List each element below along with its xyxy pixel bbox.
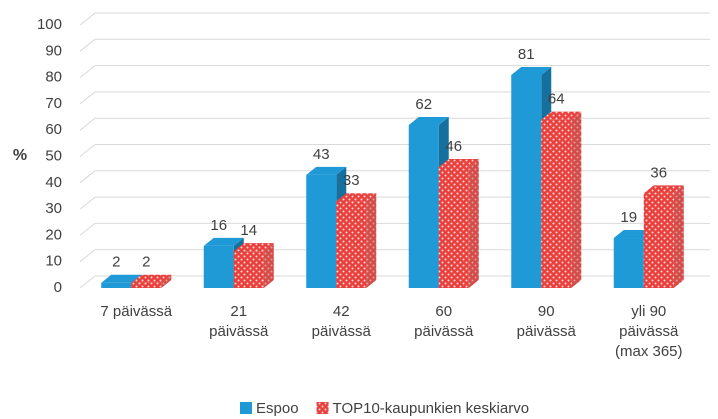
bar-face <box>336 201 367 288</box>
bar-face <box>643 193 674 288</box>
bar-face <box>263 243 274 288</box>
bar-face <box>131 282 162 288</box>
grid-line <box>79 144 710 157</box>
bar-face <box>161 274 172 288</box>
bar-face <box>571 111 582 289</box>
bar-face <box>161 274 172 288</box>
bar-face <box>366 193 377 288</box>
y-tick-label: 70 <box>45 95 62 112</box>
data-label: 36 <box>650 164 667 181</box>
bar-face <box>541 111 582 120</box>
bar <box>643 185 684 288</box>
bar-face <box>408 116 449 125</box>
bar-face <box>541 119 572 289</box>
y-tick-label: 80 <box>45 69 62 86</box>
bar <box>438 159 479 288</box>
x-tick-label: 21 päivässä <box>209 303 269 340</box>
data-label: 62 <box>415 96 432 113</box>
bar-face <box>511 66 552 75</box>
bar-face <box>468 159 479 288</box>
bar-face <box>673 185 684 288</box>
bar-face <box>336 193 377 202</box>
bar-face <box>408 124 439 288</box>
y-axis-label: % <box>13 147 27 164</box>
y-tick-label: 20 <box>45 226 62 243</box>
grid-line <box>79 38 710 52</box>
bar-face <box>366 193 377 288</box>
bar <box>233 243 274 288</box>
data-label: 2 <box>112 254 120 271</box>
grid-line <box>79 170 710 184</box>
legend-swatch <box>316 402 329 414</box>
bar <box>131 274 172 288</box>
data-label: 33 <box>343 172 360 189</box>
bar-face <box>673 185 684 288</box>
bar-face <box>438 159 479 168</box>
y-tick-label: 0 <box>54 279 62 296</box>
legend-label: Espoo <box>256 400 299 417</box>
bar <box>336 193 377 288</box>
x-tick-label: yli 90 päivässä (max 365) <box>615 303 683 360</box>
bar-face <box>233 251 264 288</box>
bar-face <box>306 174 337 288</box>
data-label: 46 <box>445 138 462 155</box>
grid-line <box>79 275 710 289</box>
bar <box>541 111 582 289</box>
legend-swatch <box>240 402 252 414</box>
bar-face <box>131 274 172 283</box>
bar-face <box>203 245 234 288</box>
bar-face <box>233 243 274 252</box>
grid-line <box>79 196 710 210</box>
bar-face <box>468 159 479 288</box>
y-tick-label: 50 <box>45 147 62 164</box>
y-tick-label: 30 <box>45 200 62 217</box>
data-label: 81 <box>518 46 535 63</box>
data-label: 43 <box>313 146 330 163</box>
data-label: 64 <box>548 91 565 108</box>
bar-face <box>101 282 132 288</box>
legend-label: TOP10-kaupunkien keskiarvo <box>333 400 530 417</box>
y-tick-label: 10 <box>45 253 62 270</box>
grid-line <box>79 249 710 263</box>
grid-line <box>79 117 710 131</box>
bar-face <box>511 74 542 288</box>
data-label: 2 <box>142 254 150 271</box>
bar-face <box>643 185 684 194</box>
grid-line <box>79 222 710 236</box>
bar-face <box>438 167 469 288</box>
bar-face <box>101 274 142 283</box>
data-label: 14 <box>240 222 257 239</box>
bar-face <box>306 166 347 175</box>
grid-line <box>79 12 710 26</box>
data-label: 19 <box>620 209 637 226</box>
x-tick-label: 7 päivässä <box>100 303 172 320</box>
grid-line <box>79 91 710 105</box>
y-tick-label: 100 <box>37 16 62 33</box>
bar-face <box>571 111 582 289</box>
bar-face <box>613 238 644 288</box>
data-label: 16 <box>210 217 227 234</box>
bar-face <box>203 237 244 246</box>
y-tick-label: 40 <box>45 174 62 191</box>
grid-line <box>79 65 710 78</box>
x-tick-label: 42 päivässä <box>312 303 372 340</box>
x-tick-label: 60 päivässä <box>414 303 474 340</box>
y-tick-label: 90 <box>45 42 62 59</box>
bar-face <box>263 243 274 288</box>
y-tick-label: 60 <box>45 121 62 138</box>
x-tick-label: 90 päivässä <box>517 303 577 340</box>
